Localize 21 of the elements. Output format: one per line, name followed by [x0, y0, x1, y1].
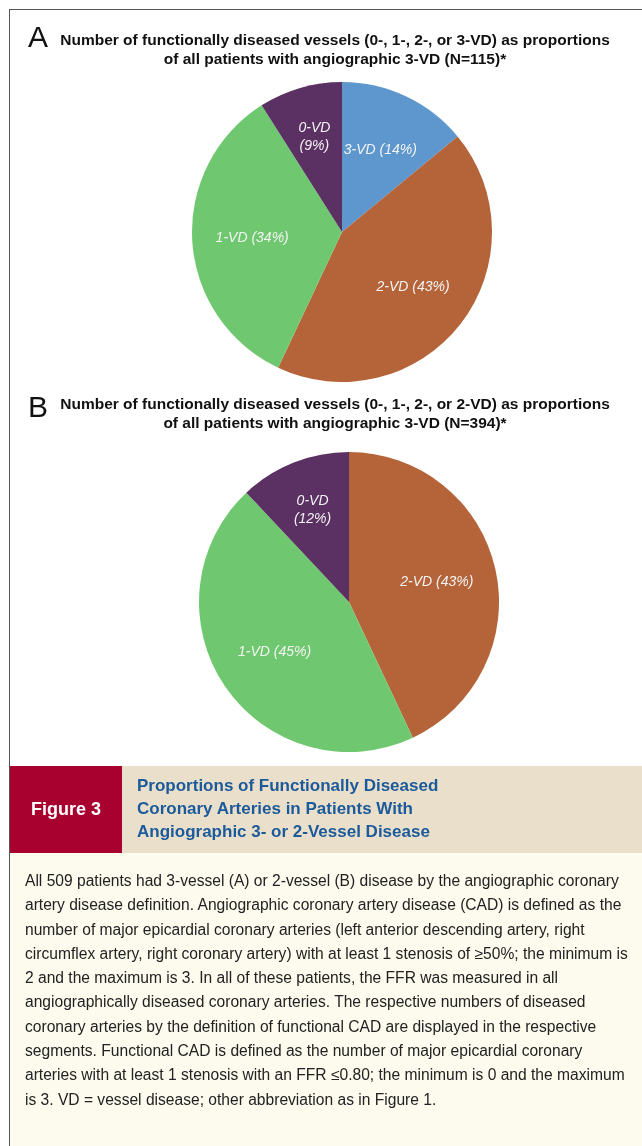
slice-label: 1-VD	[238, 643, 270, 660]
data-label: (43%)	[436, 573, 474, 590]
data-label: (12%)	[293, 509, 332, 526]
slice-label: 2-VD	[375, 278, 409, 295]
text: All 509 patients had 3-vessel (A) or 2-vessel (B) disease by the angiographic coronary artery disease definition. Angiographic coronary artery disease (CAD) is defined as the number of major epicardial coronary arteries (left anterior descending artery, right circumflex artery, right coronary artery) with at least 1 stenosis of ≥50%; the minimum is 2 and the maximum is 3. In all of these patients, the FFR was measured in all angiographically diseased coronary arteries. The respective numbers of diseased coronary arteries by the definition of functional CAD are displayed in the respective segments. Functional CAD is defined as the number of major epicardial coronary arteries with at least 1 stenosis with an FFR ≤0.80; the minimum is 0 and the maximum is 3. VD = vessel disease; other abbreviation as in Figure 1.	[25, 872, 628, 1108]
text: A	[28, 20, 49, 53]
slice-label: 3-VD	[343, 141, 376, 158]
text: Proportions of Functionally Diseased Coronary Arteries in Patients With Angiographic 3- or 2-Vessel Disease	[137, 775, 440, 843]
chart-title: Number of functionally diseased vessels (0-, 1-, 2-, or 3-VD) as proportions of all patients with angiographic 3-VD (N=115)*	[60, 30, 610, 68]
data-label: (43%)	[412, 278, 450, 295]
chart-title: Number of functionally diseased vessels (0-, 1-, 2-, or 2-VD) as proportions of all patients with angiographic 3-VD (N=394)*	[60, 394, 610, 432]
data-label: (9%)	[299, 136, 330, 153]
slice-label: 1-VD	[215, 228, 248, 245]
slice-label: 2-VD	[399, 573, 433, 590]
data-label: (45%)	[273, 643, 312, 660]
data-label: (34%)	[251, 228, 289, 245]
slice-label: 0-VD	[298, 118, 331, 135]
data-label: (14%)	[379, 141, 417, 158]
text: B	[28, 390, 49, 423]
caption: Figure 3	[10, 766, 122, 853]
slice-label: 0-VD	[296, 491, 329, 508]
